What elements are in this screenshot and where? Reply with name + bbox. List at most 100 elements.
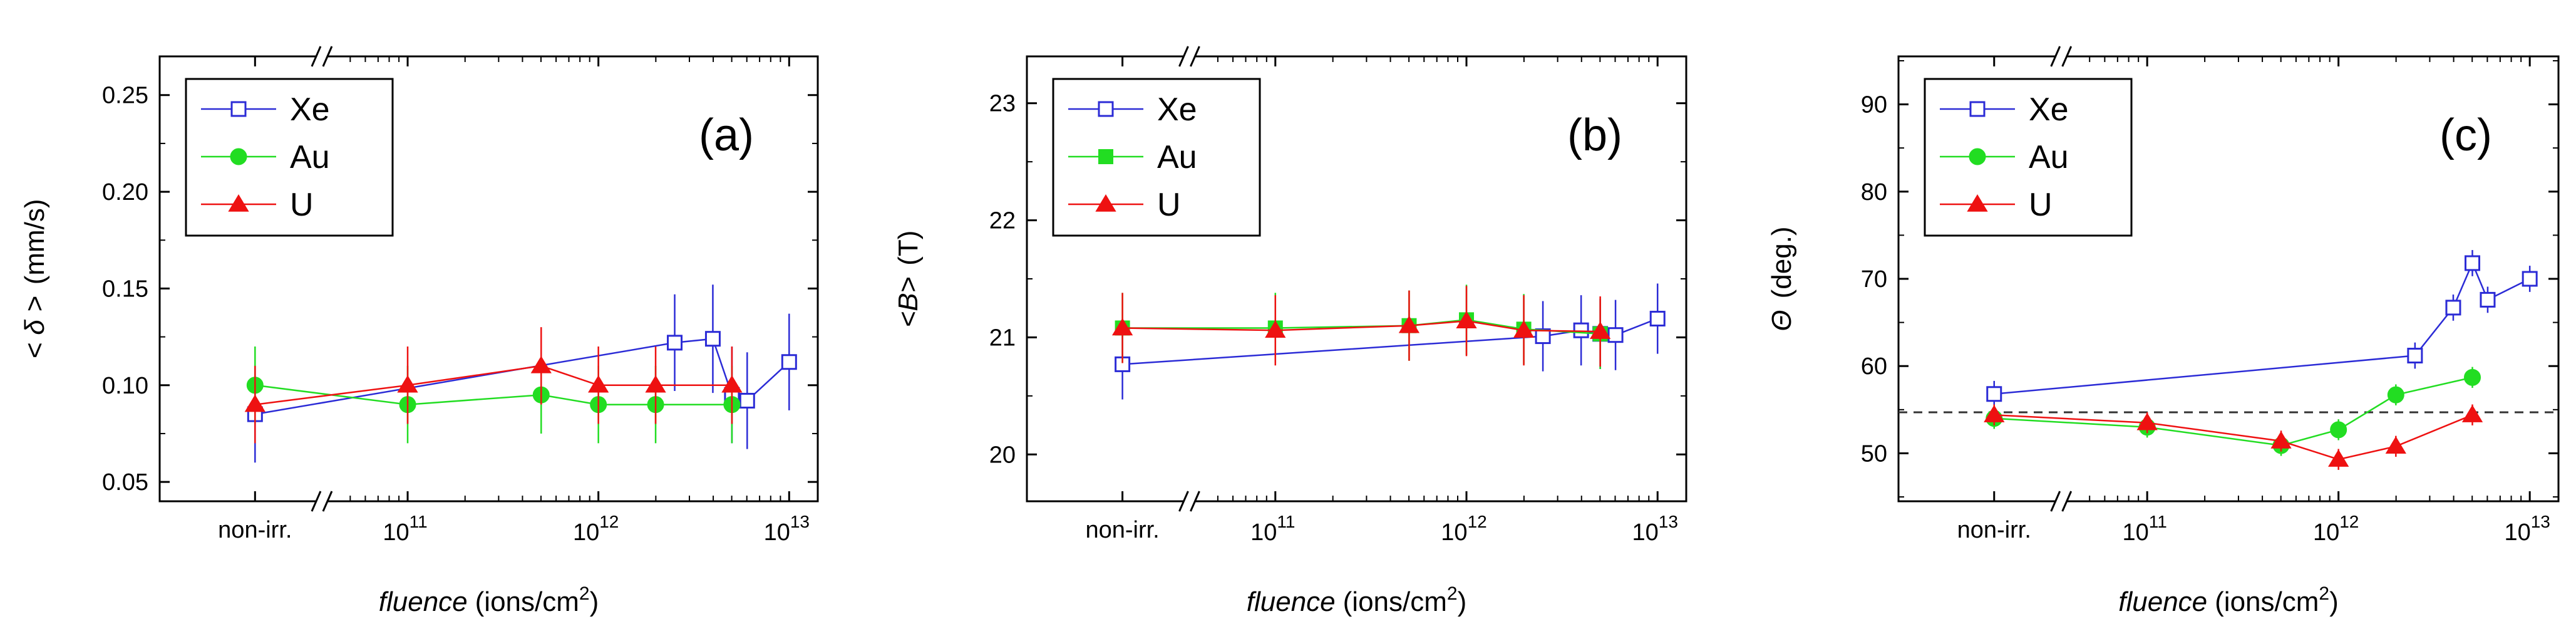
data-point-u <box>2136 412 2158 430</box>
series-line-au <box>255 384 732 405</box>
x-tick-label-base: 10 <box>2313 519 2339 546</box>
x-tick-label: non-irr. <box>1085 517 1159 543</box>
x-tick-label-exponent: 12 <box>1468 512 1487 531</box>
x-tick-label: 1013 <box>764 512 810 546</box>
data-point-u <box>2385 436 2406 454</box>
data-point-xe <box>2445 300 2461 316</box>
y-tick-label: 0.05 <box>102 469 148 496</box>
data-point-u <box>2270 430 2292 449</box>
axis-break-slash <box>2050 491 2061 512</box>
x-tick-label: 1011 <box>2122 512 2166 546</box>
data-point-u <box>2328 449 2349 467</box>
y-tick-label: 50 <box>1861 440 1887 467</box>
y-tick-label: 90 <box>1861 92 1887 118</box>
series-line-u <box>255 365 732 405</box>
legend-label: U <box>2029 187 2053 223</box>
legend-marker-xe <box>1098 101 1114 117</box>
x-axis-label-superscript: 2 <box>579 583 590 604</box>
x-tick-label-exponent: 13 <box>2531 512 2550 531</box>
axis-break-slash <box>1190 491 1200 512</box>
y-tick-label: 0.20 <box>102 179 148 206</box>
data-point-xe <box>2407 348 2423 364</box>
x-tick-label: 1012 <box>573 512 619 546</box>
legend-label: U <box>1157 187 1181 223</box>
y-tick-label: 70 <box>1861 266 1887 293</box>
series-xe <box>1986 250 2538 407</box>
legend-marker-au <box>1969 148 1986 165</box>
x-tick-label-exponent: 11 <box>410 512 428 531</box>
x-tick-label: 1011 <box>1250 512 1295 546</box>
y-tick-label: 80 <box>1861 179 1887 206</box>
x-axis-label-superscript: 2 <box>1447 583 1458 604</box>
x-tick-label-exponent: 13 <box>790 512 810 531</box>
x-tick-label-base: 10 <box>764 519 790 546</box>
data-point-au <box>2330 421 2347 439</box>
legend-marker-au <box>1098 149 1113 164</box>
y-tick-label: 0.25 <box>102 83 148 109</box>
legend-label: Au <box>2029 139 2069 175</box>
axis-break-gap <box>2056 53 2066 60</box>
y-tick-label: 23 <box>989 91 1016 117</box>
legend-label: Xe <box>2029 91 2069 128</box>
plot-frame <box>158 55 819 503</box>
data-point-xe <box>2522 271 2538 287</box>
legend-marker-u <box>228 194 249 212</box>
x-tick-label-base: 10 <box>1250 519 1277 546</box>
axis-break-gap <box>1184 53 1195 60</box>
series-u <box>1984 404 2483 470</box>
axis-break-slash <box>322 491 333 512</box>
x-axis-label-italic: fluence <box>1247 586 1336 617</box>
y-axis-label-unit: (T) <box>893 231 924 266</box>
data-point-u <box>2461 405 2483 422</box>
x-axis-label-unit: (ions/cm <box>2215 586 2319 617</box>
axis-break-slash <box>1178 491 1189 512</box>
y-axis-label: Θ (deg.) <box>1766 226 1797 331</box>
data-point-xe <box>1649 311 1666 327</box>
data-point-xe <box>704 331 721 347</box>
series-line-u <box>1122 320 1600 333</box>
x-tick-label-exponent: 12 <box>599 512 619 531</box>
x-axis-label-close: ) <box>590 586 599 617</box>
legend-label: U <box>290 187 314 223</box>
axis-break-slash <box>2061 46 2073 67</box>
axis-break-gap <box>1184 498 1195 505</box>
x-tick-label-exponent: 11 <box>2149 512 2167 531</box>
x-axis-label: fluence (ions/cm2) <box>379 583 599 617</box>
axis-break-slash <box>2050 46 2061 67</box>
data-point-xe <box>1607 327 1624 343</box>
x-tick-label: 1012 <box>1441 512 1486 546</box>
axis-break-slash <box>322 46 333 67</box>
series-line-u <box>1994 414 2473 461</box>
data-point-xe <box>739 392 755 409</box>
x-tick-label-base: 10 <box>1632 519 1658 546</box>
y-axis-label-symbol: <B> <box>893 277 924 328</box>
x-axis-label-italic: fluence <box>2118 586 2207 617</box>
axis-break-gap <box>316 53 327 60</box>
y-axis-label: <B> (T) <box>893 231 924 328</box>
x-tick-label-base: 10 <box>2504 519 2530 546</box>
y-axis-label-symbol: < δ > <box>19 296 50 358</box>
x-tick-label: non-irr. <box>218 517 292 543</box>
series-line-au <box>1994 377 2473 447</box>
panel-label: (c) <box>2439 110 2492 160</box>
data-point-u <box>1984 405 2005 422</box>
axis-break-gap <box>2056 498 2066 505</box>
series-u <box>244 327 743 444</box>
x-axis-label: fluence (ions/cm2) <box>2118 583 2338 617</box>
data-point-xe <box>1535 328 1551 345</box>
data-point-u <box>1513 320 1535 338</box>
y-tick-label: 20 <box>989 442 1016 468</box>
axis-break-gap <box>316 498 327 505</box>
data-point-u <box>1111 318 1133 336</box>
axis-break-slash <box>1190 46 1200 67</box>
x-tick-label-base: 10 <box>383 519 409 546</box>
data-point-au <box>2464 368 2481 386</box>
legend-marker-au <box>230 148 247 165</box>
data-point-u <box>1398 315 1420 333</box>
legend-label: Xe <box>1157 91 1197 128</box>
data-point-u <box>1590 321 1611 339</box>
